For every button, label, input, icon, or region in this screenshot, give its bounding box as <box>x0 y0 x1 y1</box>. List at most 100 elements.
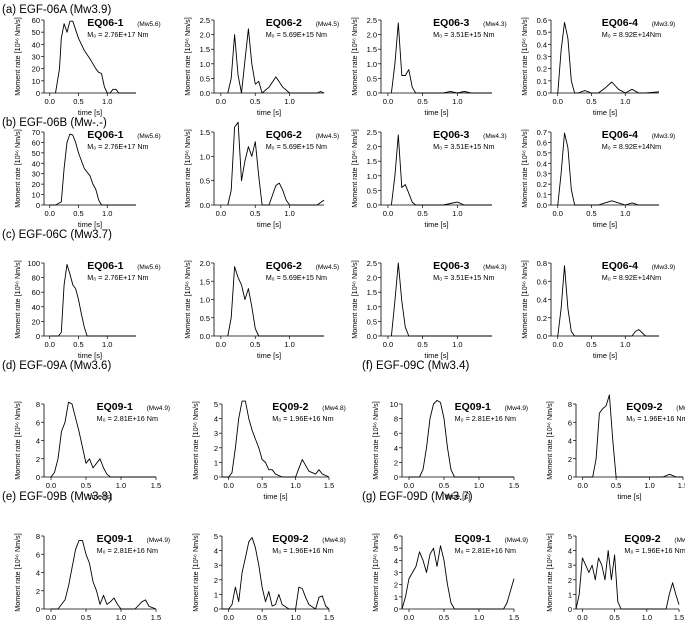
moment-rate-line <box>51 540 157 610</box>
moment-rate-line <box>390 134 492 206</box>
y-tick-label: 0.2 <box>537 65 547 74</box>
y-tick-label: 2.0 <box>200 31 210 40</box>
magnitude-label: (Mw4.9) <box>505 537 528 544</box>
x-tick-label: 0.0 <box>383 209 393 218</box>
x-tick-label: 0.0 <box>553 97 563 106</box>
row-label-e: (e) EGF-09B (Mw3.8) <box>2 491 112 503</box>
moment-rate-line <box>222 537 330 610</box>
y-tick-label: 5 <box>214 400 218 409</box>
x-tick-label: 0.5 <box>586 97 596 106</box>
x-tick-label: 1.0 <box>116 613 126 622</box>
x-tick-label: 0.5 <box>73 340 83 349</box>
seismic-moment-label: M₀ = 2.76E+17 Nm <box>87 30 148 39</box>
y-tick-label: 0.3 <box>537 53 547 62</box>
x-tick-label: 0.5 <box>439 481 449 490</box>
y-axis-label: Moment rate [10¹⁶ Nm/s] <box>545 401 554 479</box>
moment-rate-line <box>557 265 659 337</box>
x-tick-label: 0.5 <box>73 97 83 106</box>
chart-title: EQ06-2 <box>266 17 302 29</box>
x-tick-label: 0.0 <box>577 481 587 490</box>
y-tick-label: 0 <box>214 473 218 482</box>
y-tick-label: 0.1 <box>537 77 547 86</box>
x-tick-label: 1.0 <box>290 481 300 490</box>
chart-title: EQ06-1 <box>87 129 123 141</box>
y-tick-label: 6 <box>36 550 40 559</box>
y-tick-label: 0.5 <box>200 74 210 83</box>
y-tick-label: 40 <box>32 159 40 168</box>
y-tick-label: 1 <box>568 590 572 599</box>
seismic-moment-label: M₀ = 1.96E+16 Nm <box>624 546 685 555</box>
x-tick-label: 0.0 <box>45 97 55 106</box>
x-tick-label: 0.0 <box>223 481 233 490</box>
seismic-moment-label: M₀ = 1.96E+16 Nm <box>626 414 685 423</box>
y-tick-label: 0.4 <box>537 296 547 305</box>
y-axis-label: Moment rate [10¹⁶ Nm/s] <box>183 129 192 207</box>
x-tick-label: 1.0 <box>452 209 462 218</box>
y-tick-label: 0.0 <box>537 89 547 98</box>
x-tick-label: 1.0 <box>452 340 462 349</box>
y-tick-label: 1 <box>394 593 398 602</box>
chart-panel: 0 2 4 6 8 10 0.0 0.5 1.0 1.5 time [s] Moment rate [… <box>371 399 528 501</box>
chart-title: EQ06-1 <box>87 260 123 272</box>
y-tick-label: 4 <box>394 444 398 453</box>
magnitude-label: (Mw4.5) <box>316 264 339 271</box>
x-axis-label: time [s] <box>593 351 617 360</box>
y-tick-label: 60 <box>32 16 40 25</box>
x-tick-label: 0.5 <box>81 613 91 622</box>
x-axis-label: time [s] <box>78 108 102 117</box>
chart-title: EQ09-2 <box>626 401 662 413</box>
y-tick-label: 10 <box>390 400 398 409</box>
x-tick-label: 1.5 <box>324 613 334 622</box>
y-axis-label: Moment rate [10¹⁶ Nm/s] <box>13 260 22 338</box>
y-tick-label: 0.5 <box>537 149 547 158</box>
x-tick-label: 0.0 <box>223 613 233 622</box>
y-tick-label: 0.0 <box>200 89 210 98</box>
y-axis-label: Moment rate [10¹⁶ Nm/s] <box>191 401 200 479</box>
moment-rate-line <box>227 121 325 206</box>
y-tick-label: 40 <box>32 303 40 312</box>
y-tick-label: 4 <box>36 569 40 578</box>
y-tick-label: 0 <box>568 473 572 482</box>
y-tick-label: 4 <box>214 415 218 424</box>
y-tick-label: 0.5 <box>200 177 210 186</box>
x-tick-label: 0.0 <box>553 209 563 218</box>
y-axis-label: Moment rate [10¹⁶ Nm/s] <box>191 533 200 611</box>
chart-panel: 0 1 2 3 4 5 0.0 0.5 1.0 1.5 time [s] Moment rate [1… <box>191 400 346 501</box>
y-tick-label: 0 <box>36 89 40 98</box>
magnitude-label: (Mw3.9) <box>652 264 675 271</box>
magnitude-label: (Mw4.3) <box>483 21 506 28</box>
y-tick-label: 1.0 <box>200 296 210 305</box>
y-tick-label: 6 <box>394 532 398 541</box>
y-tick-label: 1.5 <box>367 45 377 54</box>
x-tick-label: 0.0 <box>45 209 55 218</box>
seismic-moment-label: M₀ = 2.81E+16 Nm <box>455 414 516 423</box>
y-tick-label: 80 <box>32 274 40 283</box>
x-tick-label: 0.0 <box>404 613 414 622</box>
chart-panel: 0.0 0.5 1.0 1.5 2.0 2.5 0.0 0.5 1.0 time [s] Momen… <box>350 16 507 117</box>
y-tick-label: 60 <box>32 138 40 147</box>
x-tick-label: 1.5 <box>678 481 685 490</box>
x-tick-label: 0.0 <box>577 613 587 622</box>
x-axis-label: time [s] <box>78 220 102 229</box>
moment-rate-line <box>49 264 136 337</box>
y-axis-label: Moment rate [10¹⁶ Nm/s] <box>183 260 192 338</box>
y-tick-label: 0.5 <box>367 186 377 195</box>
y-tick-label: 5 <box>214 532 218 541</box>
y-tick-label: 0.7 <box>537 128 547 137</box>
y-tick-label: 2 <box>394 458 398 467</box>
y-tick-label: 5 <box>568 532 572 541</box>
y-tick-label: 6 <box>568 418 572 427</box>
y-tick-label: 0.0 <box>367 201 377 210</box>
y-tick-label: 1.0 <box>200 60 210 69</box>
x-tick-label: 1.0 <box>474 481 484 490</box>
seismic-moment-label: M₀ = 3.51E+15 Nm <box>433 273 494 282</box>
x-tick-label: 1.0 <box>102 209 112 218</box>
moment-rate-line <box>49 133 136 206</box>
y-tick-label: 1.0 <box>200 152 210 161</box>
